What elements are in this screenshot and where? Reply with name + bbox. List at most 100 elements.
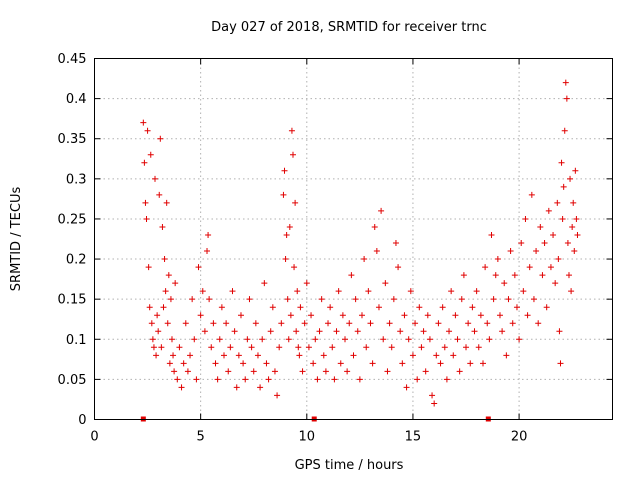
data-point (291, 264, 298, 271)
data-point (564, 240, 571, 247)
data-point (153, 352, 160, 359)
data-point (373, 248, 380, 255)
data-point (358, 312, 365, 319)
data-point (168, 336, 175, 343)
data-point (463, 344, 470, 351)
data-point (399, 360, 406, 367)
data-point (405, 336, 412, 343)
data-point (435, 320, 442, 327)
data-point (386, 320, 393, 327)
data-point (157, 135, 164, 142)
data-point (503, 352, 510, 359)
data-point (296, 352, 303, 359)
data-point (560, 183, 567, 190)
data-point (431, 400, 438, 407)
data-point (197, 312, 204, 319)
data-point (143, 215, 150, 222)
x-axis-ticks: 0 5 10 15 20 (90, 58, 528, 445)
data-point (384, 368, 391, 375)
data-point (204, 248, 211, 255)
data-point (555, 256, 562, 263)
data-point (511, 272, 518, 279)
data-point (569, 223, 576, 230)
data-point (154, 312, 161, 319)
data-point (280, 191, 287, 198)
data-point (205, 231, 212, 238)
data-point (271, 368, 278, 375)
data-point (294, 288, 301, 295)
data-point (450, 352, 457, 359)
data-point (246, 296, 253, 303)
data-point (509, 320, 516, 327)
data-point (265, 376, 272, 383)
data-point (535, 320, 542, 327)
data-point (429, 392, 436, 399)
data-point (276, 344, 283, 351)
x-tick-label: 20 (511, 430, 528, 445)
data-point (172, 280, 179, 287)
data-point (287, 312, 294, 319)
data-point (318, 296, 325, 303)
data-point (473, 288, 480, 295)
x-axis-label: GPS time / hours (295, 458, 404, 473)
data-point (533, 248, 540, 255)
data-point (301, 320, 308, 327)
data-point (412, 320, 419, 327)
data-point (221, 352, 227, 359)
data-point (443, 376, 450, 383)
data-point (248, 344, 255, 351)
data-point (286, 223, 293, 230)
x-tick-label: 5 (197, 430, 205, 445)
data-point (344, 368, 351, 375)
data-point (210, 320, 217, 327)
data-point (460, 272, 467, 279)
data-point (331, 376, 338, 383)
data-point (149, 336, 156, 343)
data-point (471, 328, 478, 335)
data-point (401, 312, 408, 319)
data-point (526, 264, 533, 271)
data-point (367, 320, 374, 327)
data-point (231, 328, 238, 335)
data-point (144, 127, 151, 134)
data-point (572, 167, 579, 174)
data-point (212, 360, 219, 367)
data-point (199, 288, 206, 295)
data-point (350, 352, 357, 359)
data-point (418, 344, 425, 351)
data-point (159, 223, 166, 230)
data-point (454, 336, 461, 343)
data-point (458, 296, 465, 303)
data-point (214, 376, 221, 383)
data-point (257, 384, 264, 391)
data-point (441, 344, 448, 351)
data-point (160, 304, 167, 311)
data-point (420, 328, 427, 335)
data-point (465, 320, 472, 327)
data-point (308, 312, 315, 319)
data-point (507, 248, 514, 255)
data-points (140, 79, 581, 407)
data-point (369, 360, 376, 367)
data-point (422, 368, 429, 375)
data-point (561, 127, 568, 134)
data-point (292, 199, 299, 206)
data-point (562, 79, 569, 86)
data-point (492, 272, 499, 279)
data-point (543, 304, 550, 311)
data-point (163, 199, 170, 206)
data-point (208, 344, 215, 351)
data-point (322, 368, 329, 375)
data-point (171, 368, 178, 375)
data-point (316, 328, 323, 335)
data-point (522, 215, 529, 222)
data-point (354, 328, 361, 335)
data-point (167, 296, 174, 303)
data-point (164, 320, 171, 327)
y-tick-label: 0.3 (66, 172, 87, 187)
data-point (187, 352, 194, 359)
data-point (218, 304, 225, 311)
data-point (259, 336, 266, 343)
data-point (320, 352, 327, 359)
data-point (312, 336, 319, 343)
